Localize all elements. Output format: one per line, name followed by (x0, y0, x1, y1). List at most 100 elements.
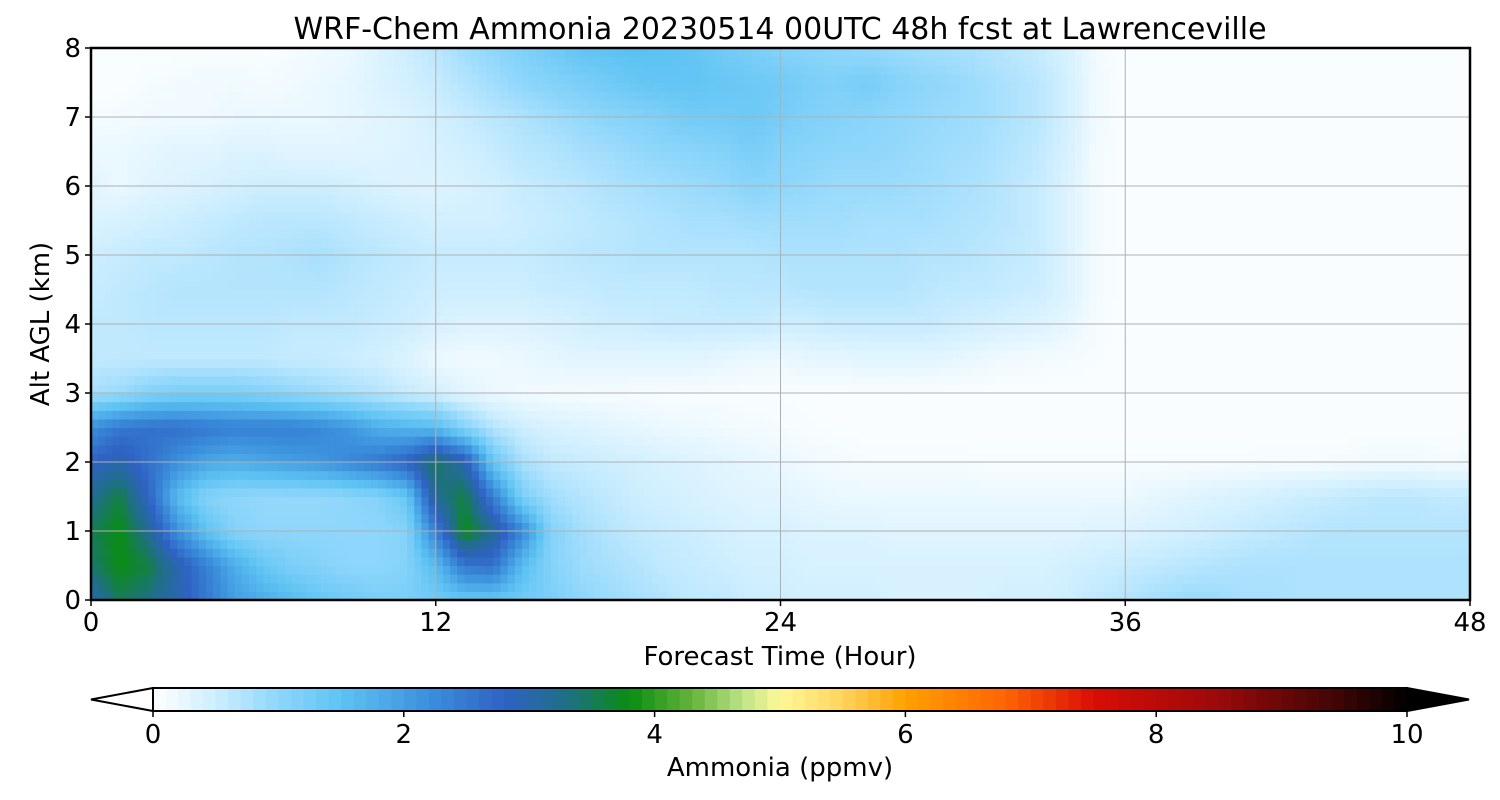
heatmap-cell (780, 453, 789, 463)
heatmap-cell (586, 427, 595, 437)
heatmap-cell (586, 444, 595, 454)
heatmap-cell (1240, 393, 1248, 403)
heatmap-cell (1118, 539, 1126, 549)
heatmap-cell (615, 582, 624, 592)
heatmap-cell (1247, 556, 1256, 567)
heatmap-cell (1189, 393, 1198, 403)
heatmap-cell (464, 436, 473, 446)
heatmap-cell (1161, 453, 1169, 463)
heatmap-cell (1311, 539, 1320, 549)
heatmap-cell (1311, 393, 1320, 403)
heatmap-cell (493, 401, 501, 411)
heatmap-cell (1132, 444, 1141, 454)
heatmap-cell (356, 453, 365, 463)
heatmap-cell (823, 384, 832, 394)
heatmap-cell (1247, 479, 1256, 489)
heatmap-cell (220, 470, 229, 480)
heatmap-cell (823, 591, 832, 601)
heatmap-cell (306, 556, 315, 567)
heatmap-cell (1010, 410, 1019, 420)
heatmap-cell (227, 513, 236, 523)
heatmap-cell (1340, 401, 1349, 411)
heatmap-cell (1311, 436, 1320, 446)
heatmap-cell (629, 462, 638, 472)
heatmap-cell (112, 531, 121, 541)
heatmap-cell (1031, 548, 1040, 558)
heatmap-cell (579, 531, 588, 541)
heatmap-cell (1039, 574, 1047, 584)
heatmap-cell (270, 591, 279, 601)
heatmap-cell (1103, 375, 1112, 385)
heatmap-cell (198, 384, 207, 394)
heatmap-cell (399, 565, 408, 575)
heatmap-cell (708, 582, 717, 592)
heatmap-cell (572, 513, 580, 523)
heatmap-cell (1319, 462, 1327, 472)
heatmap-cell (320, 436, 329, 446)
heatmap-cell (1031, 418, 1040, 429)
heatmap-cell (256, 591, 264, 601)
heatmap-cell (866, 565, 875, 575)
heatmap-cell (579, 574, 588, 584)
heatmap-cell (995, 513, 1004, 523)
heatmap-cell (91, 565, 99, 575)
heatmap-cell (852, 505, 861, 515)
heatmap-cell (608, 539, 616, 549)
heatmap-cell (1304, 487, 1313, 498)
heatmap-cell (1211, 453, 1220, 463)
heatmap-cell (349, 427, 358, 437)
heatmap-cell (1153, 574, 1162, 584)
heatmap-cell (1390, 418, 1399, 429)
heatmap-cell (1462, 522, 1471, 532)
heatmap-cell (1067, 505, 1076, 515)
heatmap-cell (845, 436, 853, 446)
heatmap-cell (320, 384, 329, 394)
heatmap-cell (471, 487, 480, 498)
heatmap-cell (974, 505, 983, 515)
heatmap-cell (543, 505, 552, 515)
heatmap-cell (981, 462, 990, 472)
heatmap-cell (205, 487, 214, 498)
heatmap-cell (1311, 427, 1320, 437)
heatmap-cell (794, 401, 803, 411)
heatmap-cell (859, 531, 868, 541)
heatmap-cell (830, 539, 839, 549)
heatmap-cell (758, 591, 767, 601)
heatmap-cell (960, 427, 968, 437)
heatmap-cell (205, 401, 214, 411)
heatmap-cell (134, 505, 142, 515)
heatmap-cell (1218, 531, 1227, 541)
heatmap-cell (134, 401, 142, 411)
heatmap-cell (622, 522, 631, 532)
heatmap-cell (579, 556, 588, 567)
heatmap-cell (1211, 548, 1220, 558)
heatmap-cell (787, 522, 796, 532)
heatmap-cell (1175, 470, 1184, 480)
heatmap-cell (1319, 375, 1327, 385)
heatmap-cell (873, 375, 882, 385)
heatmap-cell (428, 505, 437, 515)
heatmap-cell (981, 487, 990, 498)
heatmap-cell (1247, 487, 1256, 498)
heatmap-cell (1362, 444, 1371, 454)
heatmap-cell (615, 513, 624, 523)
heatmap-cell (98, 410, 106, 420)
heatmap-cell (91, 539, 99, 549)
heatmap-cell (1340, 436, 1349, 446)
heatmap-cell (1347, 418, 1356, 429)
heatmap-cell (615, 436, 624, 446)
heatmap-cell (134, 539, 142, 549)
heatmap-cell (284, 487, 293, 498)
heatmap-cell (737, 479, 746, 489)
heatmap-cell (270, 505, 279, 515)
heatmap-cell (981, 513, 990, 523)
heatmap-cell (952, 393, 961, 403)
heatmap-cell (1347, 410, 1356, 420)
heatmap-cell (256, 487, 264, 498)
heatmap-cell (859, 470, 868, 480)
heatmap-cell (299, 505, 308, 515)
heatmap-cell (536, 548, 545, 558)
heatmap-cell (442, 539, 451, 549)
heatmap-cell (1290, 427, 1299, 437)
heatmap-cell (213, 418, 221, 429)
